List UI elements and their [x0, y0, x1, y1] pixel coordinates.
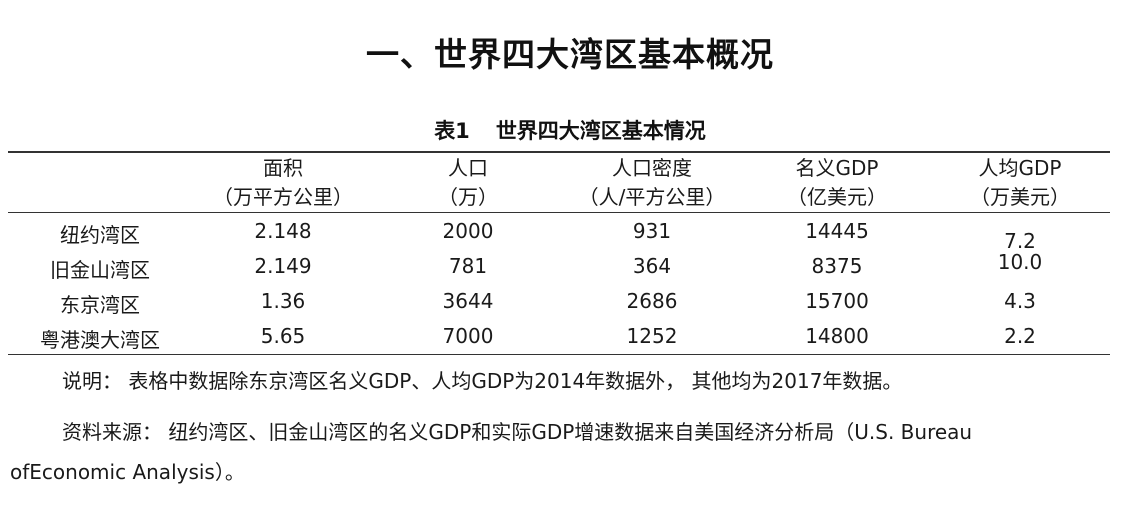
column-header-unit: （万美元） [970, 185, 1070, 209]
source-note: 资料来源： 纽约湾区、旧金山湾区的名义GDP和实际GDP增速数据来自美国经济分析… [62, 420, 973, 444]
table-cell: 4.3 [1004, 289, 1036, 313]
row-label: 粤港澳大湾区 [40, 328, 160, 352]
table-cell: 15700 [805, 289, 869, 313]
table-cell: 2.149 [254, 254, 312, 278]
table-cell: 1252 [626, 324, 678, 348]
table-cell: 7000 [442, 324, 494, 348]
table-cell: 8375 [811, 254, 863, 278]
table-note: 说明： 表格中数据除东京湾区名义GDP、人均GDP为2014年数据外， 其他均为… [62, 369, 903, 393]
table-cell: 2.148 [254, 219, 312, 243]
row-label: 东京湾区 [60, 293, 140, 317]
column-header-title: 人口 [448, 156, 488, 180]
table-cell: 2000 [442, 219, 494, 243]
table-cell: 14445 [805, 219, 869, 243]
column-header-title: 人均GDP [978, 156, 1062, 180]
table-title: 世界四大湾区基本情况 [495, 119, 706, 143]
table-cell: 364 [632, 254, 672, 278]
column-header-unit: （亿美元） [787, 185, 887, 209]
column-header-unit: （万） [438, 185, 498, 209]
table-cell: 3644 [442, 289, 494, 313]
table-caption: 表1 世界四大湾区基本情况 [0, 115, 1140, 145]
table-cell: 7.2 [1004, 229, 1036, 253]
table-cell: 781 [448, 254, 488, 278]
row-label: 旧金山湾区 [50, 258, 150, 282]
table-cell: 14800 [805, 324, 869, 348]
column-header: 人口 （万） [368, 154, 568, 212]
section-title: 一、世界四大湾区基本概况 [366, 35, 774, 74]
column-header-title: 人口密度 [612, 156, 692, 180]
column-header-title: 名义GDP [795, 156, 879, 180]
table-cell: 5.65 [260, 324, 306, 348]
column-header: 人均GDP （万美元） [920, 154, 1120, 212]
column-header: 名义GDP （亿美元） [737, 154, 937, 212]
table-cell: 1.36 [260, 289, 306, 313]
table-cell: 931 [632, 219, 672, 243]
table-cell: 2686 [626, 289, 678, 313]
table-cell: 10.0 [997, 250, 1043, 274]
source-note-continued: ofEconomic Analysis）。 [10, 460, 245, 484]
table-cell: 2.2 [1004, 324, 1036, 348]
column-header-title: 面积 [263, 156, 303, 180]
row-label: 纽约湾区 [60, 223, 140, 247]
table-bottom-rule [8, 354, 1110, 355]
column-header: 面积 （万平方公里） [183, 154, 383, 212]
column-header-unit: （万平方公里） [213, 185, 353, 209]
column-header-unit: （人/平方公里） [578, 185, 726, 209]
table-top-rule [8, 151, 1110, 153]
column-header: 人口密度 （人/平方公里） [552, 154, 752, 212]
table-number: 表1 [434, 119, 470, 143]
table-header-rule [8, 212, 1110, 213]
